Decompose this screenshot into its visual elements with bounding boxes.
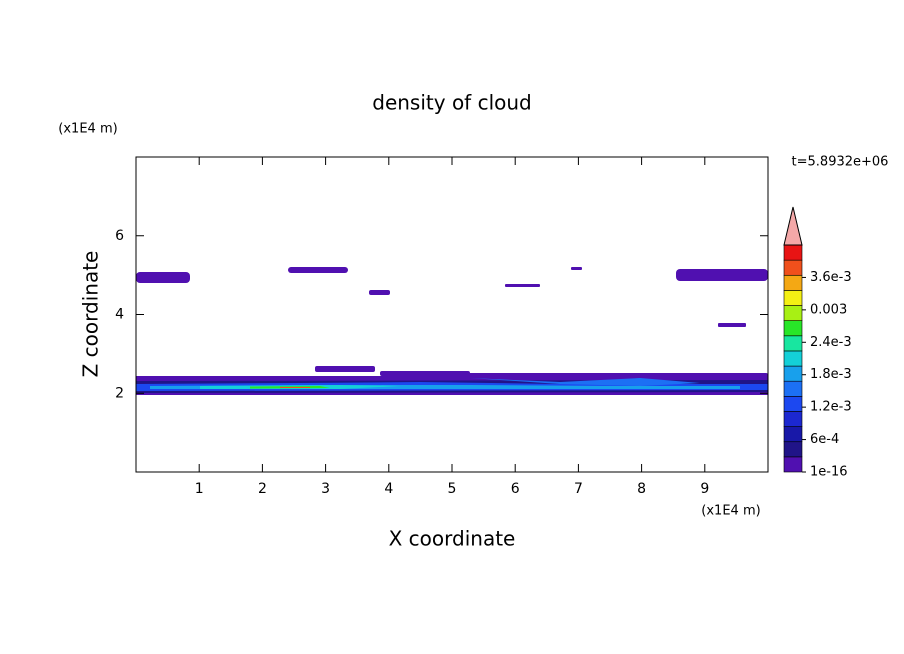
- colorbar-band: [783, 305, 803, 321]
- x-tick-label: 7: [574, 481, 583, 497]
- cloud-region: [450, 373, 768, 378]
- colorbar-tick-label: 3.6e-3: [810, 270, 852, 285]
- cloud-region: [315, 366, 375, 372]
- chart-title: density of cloud: [372, 91, 531, 115]
- x-tick-label: 9: [700, 481, 709, 497]
- cloud-region: [380, 371, 470, 376]
- y-tick-label: 6: [115, 228, 124, 244]
- y-axis-label: Z coordinate: [79, 251, 103, 378]
- y-tick-label: 4: [115, 307, 124, 323]
- x-tick-label: 5: [448, 481, 457, 497]
- plot-frame: [135, 156, 769, 473]
- colorbar-tick-label: 2.4e-3: [810, 335, 852, 350]
- time-annotation: t=5.8932e+06: [792, 155, 889, 170]
- colorbar-band: [783, 411, 803, 427]
- colorbar-band: [783, 335, 803, 352]
- colorbar-band: [783, 350, 803, 367]
- colorbar-band: [783, 244, 803, 261]
- cloud-region: [470, 378, 700, 386]
- x-unit: (x1E4 m): [701, 504, 760, 519]
- cloud-region: [280, 387, 310, 388]
- cloud-region: [136, 272, 190, 283]
- colorbar-band: [783, 290, 803, 306]
- x-tick-label: 1: [195, 481, 204, 497]
- cloud-region: [571, 267, 582, 270]
- cloud-region: [288, 267, 348, 273]
- x-tick-label: 4: [384, 481, 393, 497]
- colorbar-band: [783, 396, 803, 412]
- colorbar-tick-label: 0.003: [810, 302, 847, 317]
- cloud-region: [718, 323, 746, 327]
- x-axis-label: X coordinate: [389, 527, 516, 551]
- x-tick-label: 6: [511, 481, 520, 497]
- colorbar-tick-label: 6e-4: [810, 432, 839, 447]
- colorbar-band: [783, 365, 803, 382]
- colorbar-band: [783, 380, 803, 397]
- x-tick-label: 8: [637, 481, 646, 497]
- colorbar-band: [783, 259, 803, 276]
- cloud-field: [136, 267, 768, 395]
- y-tick-label: 2: [115, 385, 124, 401]
- colorbar-tick-label: 1.8e-3: [810, 367, 852, 382]
- colorbar-extension: [783, 206, 803, 246]
- colorbar-tick-label: 1e-16: [810, 465, 848, 480]
- colorbar-band: [783, 456, 803, 473]
- colorbar-band: [783, 320, 803, 337]
- cloud-region: [676, 269, 768, 281]
- cloud-region: [505, 284, 540, 287]
- colorbar-band: [783, 441, 803, 458]
- x-tick-label: 3: [321, 481, 330, 497]
- colorbar-tick-label: 1.2e-3: [810, 400, 852, 415]
- colorbar-band: [783, 426, 803, 443]
- x-tick-label: 2: [258, 481, 267, 497]
- cloud-region: [369, 290, 390, 295]
- y-unit: (x1E4 m): [58, 122, 117, 137]
- colorbar-band: [783, 274, 803, 291]
